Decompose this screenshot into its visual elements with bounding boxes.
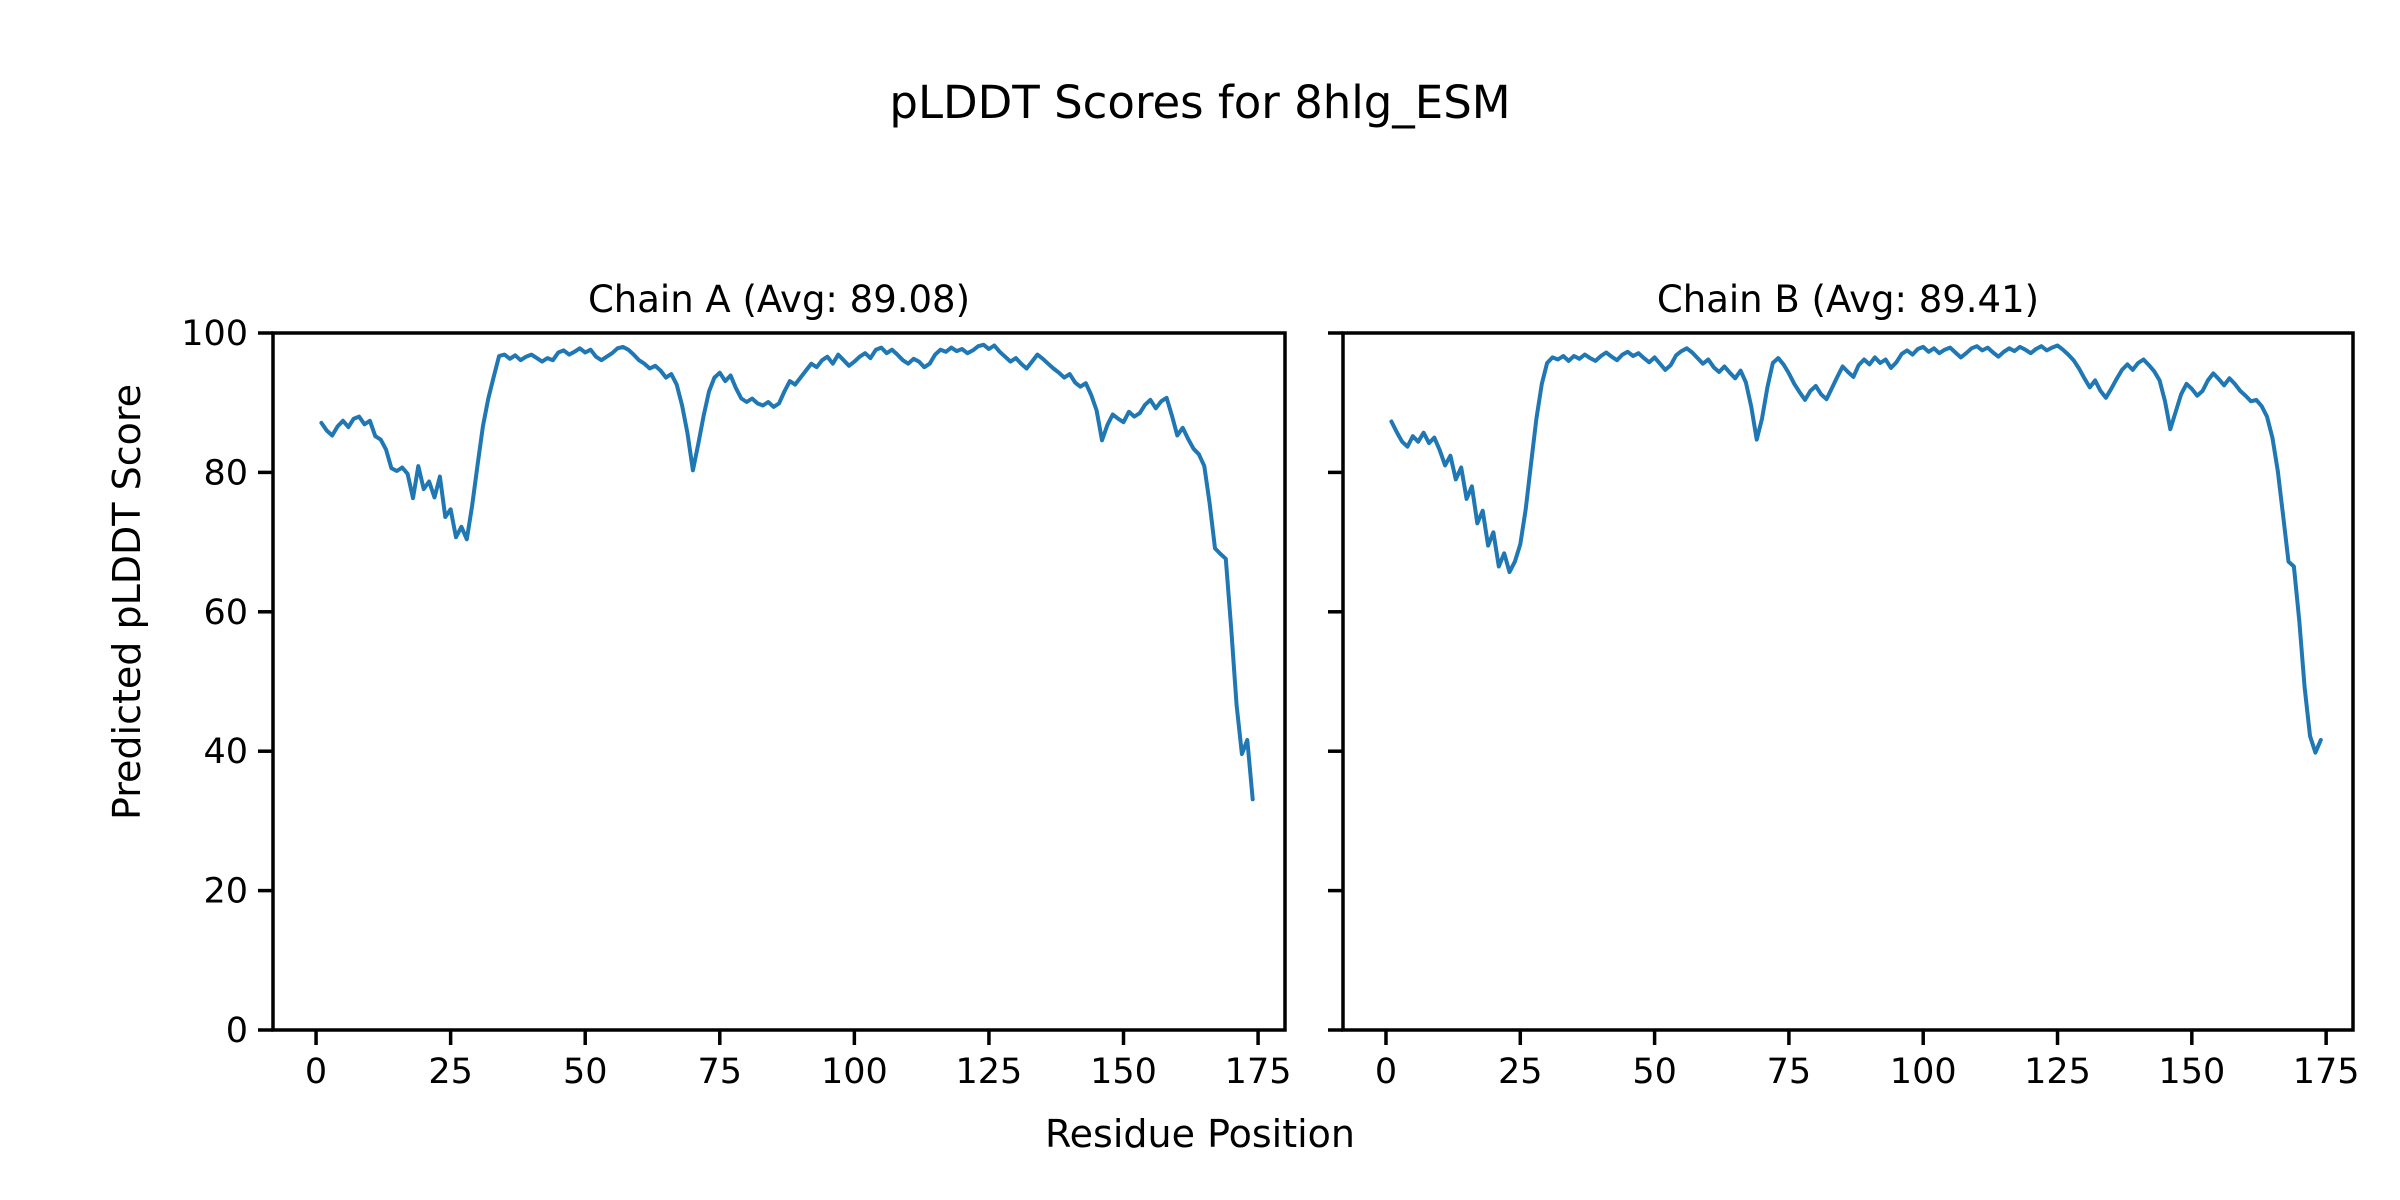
x-tick-label-chain-A: 150	[1090, 1052, 1157, 1092]
y-tick-label: 0	[226, 1011, 248, 1051]
axes-frame-chain-B	[1341, 331, 2355, 1032]
x-axis-label: Residue Position	[1044, 1112, 1356, 1156]
y-tick-label: 100	[181, 314, 248, 354]
x-tick-label-chain-B: 175	[2293, 1052, 2360, 1092]
plddt-line-chain-A	[319, 342, 1255, 802]
x-tick-label-chain-A: 25	[428, 1052, 473, 1092]
plddt-line-chain-B	[1389, 343, 2323, 755]
y-tick-label: 60	[203, 593, 248, 633]
y-tick-label: 20	[203, 872, 248, 912]
x-tick-label-chain-B: 100	[1890, 1052, 1957, 1092]
figure-title: pLDDT Scores for 8hlg_ESM	[889, 76, 1511, 129]
x-tick-label-chain-B: 75	[1767, 1052, 1812, 1092]
axes-frame-chain-A	[271, 331, 1287, 1032]
x-tick-label-chain-A: 0	[305, 1052, 327, 1092]
x-tick-label-chain-B: 0	[1375, 1052, 1397, 1092]
x-tick-label-chain-B: 50	[1632, 1052, 1677, 1092]
chain-a-subplot-title: Chain A (Avg: 89.08)	[587, 278, 971, 321]
y-tick-label: 40	[203, 732, 248, 772]
y-tick-label: 80	[203, 453, 248, 493]
x-tick-label-chain-A: 100	[821, 1052, 888, 1092]
x-tick-label-chain-A: 75	[698, 1052, 743, 1092]
x-tick-label-chain-A: 175	[1225, 1052, 1292, 1092]
x-tick-label-chain-B: 125	[2024, 1052, 2091, 1092]
x-tick-label-chain-A: 125	[956, 1052, 1023, 1092]
x-tick-label-chain-B: 25	[1498, 1052, 1543, 1092]
chain-b-subplot-title: Chain B (Avg: 89.41)	[1656, 278, 2040, 321]
x-tick-label-chain-B: 150	[2158, 1052, 2225, 1092]
x-tick-label-chain-A: 50	[563, 1052, 608, 1092]
